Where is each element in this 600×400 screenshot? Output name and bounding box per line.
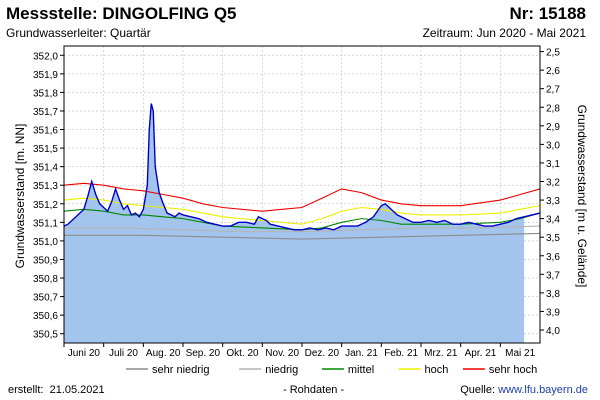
y-tick-label-left: 350,9 — [33, 255, 58, 266]
y-tick-label-right: 2,9 — [546, 122, 560, 133]
legend-label-sehr-hoch: sehr hoch — [489, 364, 537, 376]
period-label: Zeitraum: Jun 2020 - Mai 2021 — [422, 26, 586, 40]
x-tick-label: Juli 20 — [109, 348, 138, 359]
x-tick-label: Mrz. 21 — [424, 348, 458, 359]
series-line-hoch — [63, 197, 541, 225]
source-label: Quelle: — [460, 384, 496, 396]
legend-label-mittel: mittel — [348, 364, 374, 376]
y-tick-label-left: 350,6 — [33, 311, 58, 322]
y-tick-label-right: 3,2 — [546, 178, 560, 189]
raw-data-note: - Rohdaten - — [283, 384, 345, 396]
y-tick-label-left: 351,8 — [33, 88, 58, 99]
y-tick-label-right: 4,0 — [546, 326, 560, 337]
x-tick-label: Mai 21 — [505, 348, 535, 359]
y-tick-label-left: 352,0 — [33, 51, 58, 62]
x-tick-label: Jan. 21 — [345, 348, 378, 359]
x-tick-label: Okt. 20 — [226, 348, 259, 359]
series-lines — [63, 103, 541, 240]
y-tick-label-left: 351,6 — [33, 126, 58, 137]
y-tick-label-left: 351,7 — [33, 107, 58, 118]
created-date: erstellt: 21.05.2021 — [8, 384, 105, 396]
y-tick-label-right: 3,5 — [546, 233, 560, 244]
y-tick-label-right: 3,1 — [546, 159, 560, 170]
series-line-sehr-hoch — [63, 182, 541, 212]
source: Quelle: www.lfu.bayern.de — [460, 384, 588, 396]
y-tick-label-right: 3,3 — [546, 196, 560, 207]
y-tick-label-left: 350,5 — [33, 330, 58, 341]
series-line-measured — [63, 103, 541, 231]
station-title: Messstelle: DINGOLFING Q5 — [6, 4, 237, 23]
x-tick-label: Feb. 21 — [384, 348, 418, 359]
legend: sehr niedrig niedrig mittel hoch sehr hoch — [126, 364, 537, 376]
y-tick-label-left: 350,7 — [33, 293, 58, 304]
y-tick-label-left: 351,3 — [33, 181, 58, 192]
series-line-sehr-niedrig — [64, 232, 541, 240]
y-tick-label-left: 350,8 — [33, 274, 58, 285]
y-tick-label-right: 2,5 — [546, 48, 560, 59]
y-tick-label-left: 351,5 — [33, 144, 58, 155]
created-label: erstellt: — [8, 384, 44, 396]
x-tick-label: Sep. 20 — [186, 348, 221, 359]
y-tick-label-left: 351,9 — [33, 70, 58, 81]
station-number: Nr: 15188 — [509, 4, 586, 23]
series-line-niedrig — [64, 225, 541, 233]
y-tick-label-left: 351,4 — [33, 163, 58, 174]
y-tick-label-right: 3,0 — [546, 140, 560, 151]
y-tick-label-left: 351,0 — [33, 237, 58, 248]
x-tick-label: Apr. 21 — [465, 348, 497, 359]
x-axis: Juni 20 Juli 20 Aug. 20 Sep. 20 Okt. 20 Nov. … — [63, 343, 536, 359]
y-tick-label-right: 2,7 — [546, 85, 560, 96]
y-tick-label-right: 3,6 — [546, 252, 560, 263]
y-tick-label-right: 3,7 — [546, 270, 560, 281]
y-tick-label-left: 351,2 — [33, 200, 58, 211]
y-tick-label-left: 351,1 — [33, 218, 58, 229]
y-axis-left-label: Grundwasserstand [m. NN] — [13, 124, 27, 269]
y-tick-label-right: 3,4 — [546, 215, 560, 226]
legend-label-hoch: hoch — [425, 364, 449, 376]
y-tick-label-right: 2,6 — [546, 66, 560, 77]
measured-area-fill — [64, 103, 525, 343]
x-tick-label: Dez. 20 — [305, 348, 340, 359]
source-link[interactable]: www.lfu.bayern.de — [498, 384, 588, 396]
x-tick-label: Juni 20 — [68, 348, 101, 359]
created-date-value: 21.05.2021 — [49, 384, 105, 396]
aquifer-label: Grundwasserleiter: Quartär — [6, 26, 151, 40]
legend-label-niedrig: niedrig — [265, 364, 298, 376]
legend-label-sehr-niedrig: sehr niedrig — [152, 364, 209, 376]
y-tick-label-right: 2,8 — [546, 103, 560, 114]
y-tick-label-right: 3,9 — [546, 307, 560, 318]
y-axis-left: 352,0 351,9 351,8 351,7 351,6 351,5 351,4 351,3… — [33, 51, 64, 341]
y-axis-right-label: Grundwasserstand [m u. Gelände] — [575, 105, 589, 288]
y-axis-right: 2,5 2,6 2,7 2,8 2,9 3,0 3,1 3,2 3,3 3,4 3,5 3,6 3,7 3… — [540, 48, 560, 337]
x-tick-label: Nov. 20 — [265, 348, 299, 359]
y-tick-label-right: 3,8 — [546, 289, 560, 300]
x-tick-label: Aug. 20 — [146, 348, 181, 359]
